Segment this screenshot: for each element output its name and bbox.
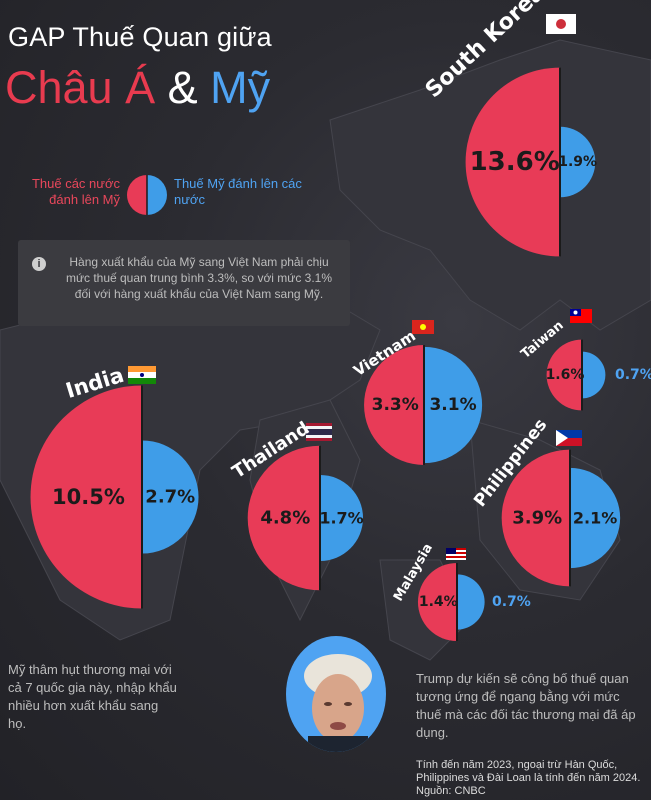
- philippines-flag: [556, 430, 582, 446]
- value-asia-in: 10.5%: [52, 485, 125, 509]
- value-asia-th: 4.8%: [260, 507, 311, 529]
- page-title-line2: Châu Á & Mỹ: [5, 62, 270, 114]
- legend-asia-label: Thuế các nước đánh lên Mỹ: [31, 176, 120, 207]
- semicircle-vn-us: [424, 346, 483, 464]
- semicircle-ph-us: [570, 467, 621, 569]
- value-asia-sk: 13.6%: [469, 147, 560, 177]
- portrait-illustration: [304, 654, 372, 752]
- value-asia-vn: 3.3%: [371, 395, 419, 415]
- thailand-flag: [306, 423, 332, 441]
- vietnam-flag: [412, 320, 434, 334]
- semicircle-tw-us: [582, 351, 606, 399]
- note-trump: Trump dự kiến sẽ công bố thuế quan tương…: [416, 671, 636, 740]
- semicircle-in-asia: [30, 385, 142, 609]
- semicircle-sk-us: [560, 126, 596, 198]
- south-korea-flag: [546, 14, 576, 34]
- semicircle-vn-asia: [364, 345, 424, 465]
- note-deficit: Mỹ thâm hụt thương mại với cả 7 quốc gia…: [8, 662, 177, 731]
- semicircle-ph-asia: [501, 449, 570, 587]
- source-note: Tính đến năm 2023, ngoại trừ Hàn Quốc, P…: [416, 759, 641, 797]
- taiwan-flag: [570, 309, 592, 323]
- value-us-ph: 2.1%: [572, 508, 618, 528]
- value-us-sk: 1.9%: [558, 154, 598, 170]
- semicircle-sk-asia: [465, 67, 560, 257]
- info-icon: i: [32, 257, 46, 271]
- value-us-my: 0.7%: [492, 594, 531, 610]
- value-us-in: 2.7%: [145, 486, 196, 508]
- semicircle-my-us: [457, 574, 485, 630]
- value-asia-my: 1.4%: [418, 594, 458, 610]
- title-asia: Châu Á: [5, 62, 156, 113]
- info-box: i Hàng xuất khẩu của Mỹ sang Việt Nam ph…: [18, 240, 350, 326]
- info-text: Hàng xuất khẩu của Mỹ sang Việt Nam phải…: [65, 255, 333, 301]
- semicircle-in-us: [142, 440, 199, 554]
- legend-us-label: Thuế Mỹ đánh lên các nước: [174, 176, 302, 207]
- portrait: [286, 636, 386, 752]
- title-us: Mỹ: [210, 62, 271, 113]
- title-ampersand: &: [167, 62, 198, 113]
- semicircle-my-asia: [417, 562, 457, 642]
- legend-icon: [127, 175, 167, 215]
- semicircle-tw-asia: [546, 339, 582, 411]
- value-us-tw: 0.7%: [615, 367, 651, 383]
- india-flag: [128, 366, 156, 384]
- semicircle-th-us: [320, 474, 364, 562]
- semicircle-th-asia: [247, 445, 320, 591]
- page-title-line1: GAP Thuế Quan giữa: [8, 22, 272, 52]
- value-asia-ph: 3.9%: [512, 507, 563, 529]
- value-asia-tw: 1.6%: [545, 367, 585, 383]
- value-us-vn: 3.1%: [429, 395, 477, 415]
- value-us-th: 1.7%: [319, 508, 364, 528]
- malaysia-flag: [446, 548, 466, 560]
